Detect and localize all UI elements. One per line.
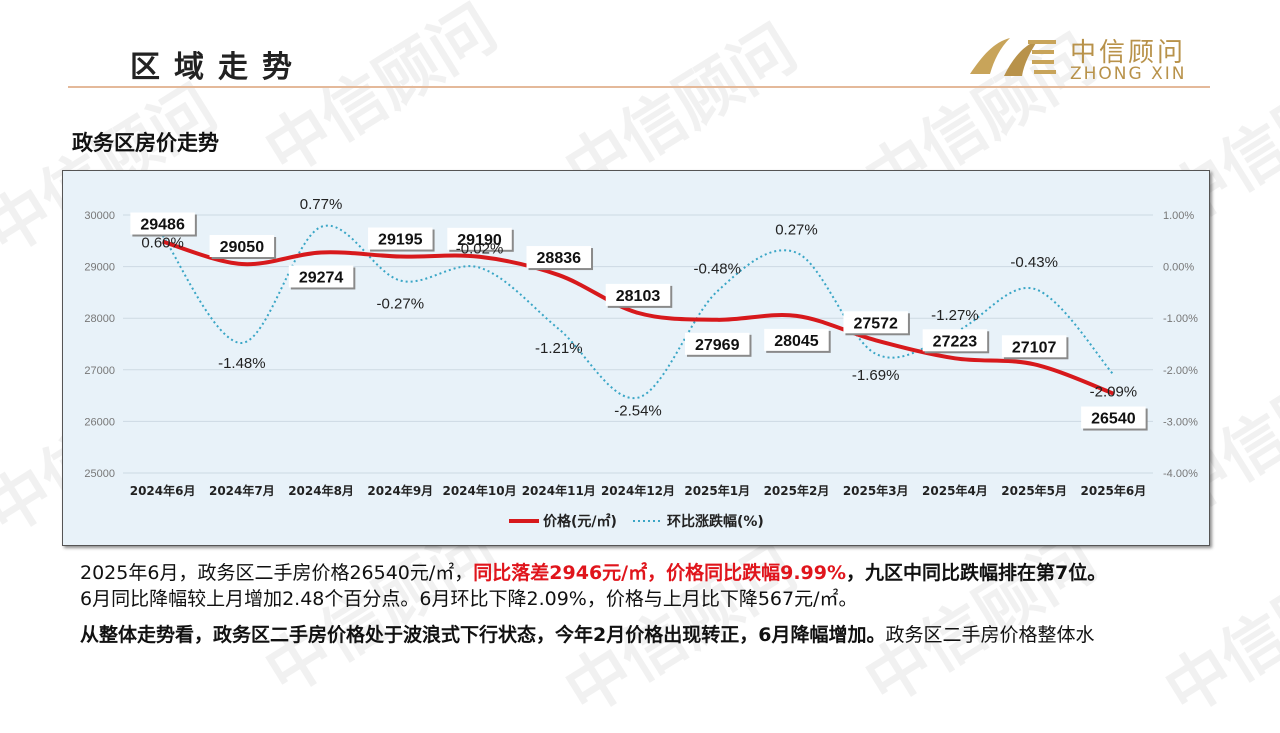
x-tick-label: 2024年9月 (367, 483, 433, 498)
price-label-box (130, 212, 195, 235)
price-data-label: 27223 (933, 333, 978, 350)
price-label-box (526, 246, 592, 269)
brand-logo-icon (970, 38, 1056, 76)
mom-data-label: -0.02% (456, 241, 504, 258)
y-right-tick-label: -4.00% (1163, 468, 1198, 480)
y-right-tick-label: 1.00% (1163, 210, 1194, 222)
price-data-label: 28103 (616, 288, 661, 305)
mom-data-label: -1.21% (535, 340, 583, 357)
price-label-box (1081, 406, 1146, 429)
y-left-tick-label: 27000 (84, 365, 115, 377)
summary-text-b: 6月同比降幅较上月增加2.48个百分点。6月环比下降2.09%，价格与上月比下降… (80, 588, 858, 610)
y-left-tick-label: 30000 (84, 210, 115, 222)
mom-data-label: -1.48% (218, 355, 266, 372)
price-label-box (368, 227, 433, 250)
y-right-tick-label: -3.00% (1163, 416, 1198, 428)
legend-label-mom: 环比涨跌幅(%) (667, 513, 764, 530)
mom-data-label: -1.27% (931, 307, 979, 324)
brand-logo: 中信顾问 ZHONG XIN (964, 30, 1214, 86)
mom-data-label: -0.48% (693, 260, 741, 277)
summary-rank: ，九区中同比跌幅排在第7位。 (846, 562, 1107, 584)
mom-data-label: -2.09% (1090, 383, 1138, 400)
y-right-tick-label: -2.00% (1163, 365, 1198, 377)
price-label-box (447, 227, 512, 250)
price-data-label: 26540 (1091, 411, 1136, 428)
price-trend-chart: 25000 26000 27000 28000 29000 30000 -4.00% -3.0… (62, 170, 1210, 546)
price-data-label: 29050 (220, 239, 265, 256)
x-tick-label: 2025年5月 (1001, 483, 1067, 498)
x-tick-label: 2025年6月 (1081, 483, 1147, 498)
mom-data-label: -0.43% (1010, 254, 1058, 271)
page-title: 区域走势 (130, 50, 306, 85)
y-left-tick-label: 26000 (84, 416, 115, 428)
price-label-box (843, 311, 908, 334)
watermark-text: 中信顾问 (253, 0, 510, 191)
price-label-box (1001, 335, 1067, 358)
x-tick-label: 2024年10月 (442, 483, 516, 498)
price-data-label: 28045 (774, 333, 819, 350)
price-data-label: 29274 (299, 269, 344, 286)
chart-canvas: 25000 26000 27000 28000 29000 30000 -4.00% -3.0… (84, 196, 1198, 530)
series-line-mom-change (161, 224, 1115, 399)
series-line-price (162, 239, 1115, 396)
legend-label-price: 价格(元/㎡) (543, 513, 617, 530)
price-label-box (922, 329, 988, 352)
y-right-tick-label: -1.00% (1163, 313, 1198, 325)
price-label-box (288, 265, 354, 288)
x-tick-label: 2025年3月 (843, 483, 909, 498)
mom-data-label: -2.54% (614, 403, 662, 420)
price-label-box (209, 235, 275, 258)
brand-name-en: ZHONG XIN (1070, 64, 1187, 84)
mom-data-label: 0.27% (775, 222, 818, 239)
mom-data-label: 0.77% (300, 196, 343, 213)
section-title: 政务区房价走势 (72, 131, 219, 155)
price-label-box (684, 332, 750, 355)
mom-data-label: -1.69% (852, 367, 900, 384)
brand-name-cn: 中信顾问 (1070, 38, 1187, 68)
summary-text-a: 2025年6月，政务区二手房价格26540元/㎡， (80, 562, 474, 584)
price-data-label: 28836 (537, 250, 582, 267)
x-tick-label: 2025年1月 (684, 483, 750, 498)
price-label-box (764, 328, 829, 351)
mom-data-label: -0.27% (377, 296, 425, 313)
y-left-tick-label: 28000 (84, 313, 115, 325)
price-data-label: 29486 (140, 217, 185, 234)
y-right-tick-label: 0.00% (1163, 262, 1194, 274)
y-left-tick-label: 29000 (84, 262, 115, 274)
x-tick-label: 2024年8月 (288, 483, 354, 498)
header-divider (68, 86, 1210, 88)
summary-highlight: 同比落差2946元/㎡，价格同比跌幅9.99% (473, 562, 847, 584)
price-data-label: 27572 (853, 315, 898, 332)
price-data-label: 29190 (457, 232, 502, 249)
price-data-label: 29195 (378, 232, 423, 249)
x-tick-label: 2024年12月 (601, 483, 675, 498)
trend-conclusion: 从整体走势看，政务区二手房价格处于波浪式下行状态，今年2月价格出现转正，6月降幅… (80, 624, 886, 646)
mom-data-label: 0.60% (141, 235, 184, 252)
y-left-tick-label: 25000 (84, 468, 115, 480)
x-tick-label: 2025年4月 (922, 483, 988, 498)
trend-text: 政务区二手房价格整体水 (885, 624, 1095, 646)
x-tick-label: 2024年6月 (130, 483, 196, 498)
summary-paragraph-2: 从整体走势看，政务区二手房价格处于波浪式下行状态，今年2月价格出现转正，6月降幅… (80, 622, 1230, 648)
summary-paragraph-1: 2025年6月，政务区二手房价格26540元/㎡，同比落差2946元/㎡，价格同… (80, 560, 1230, 612)
price-data-label: 27969 (695, 337, 740, 354)
x-tick-label: 2025年2月 (764, 483, 830, 498)
x-tick-label: 2024年11月 (522, 483, 596, 498)
price-label-box (605, 283, 671, 306)
x-tick-label: 2024年7月 (209, 483, 275, 498)
price-data-label: 27107 (1012, 339, 1057, 356)
